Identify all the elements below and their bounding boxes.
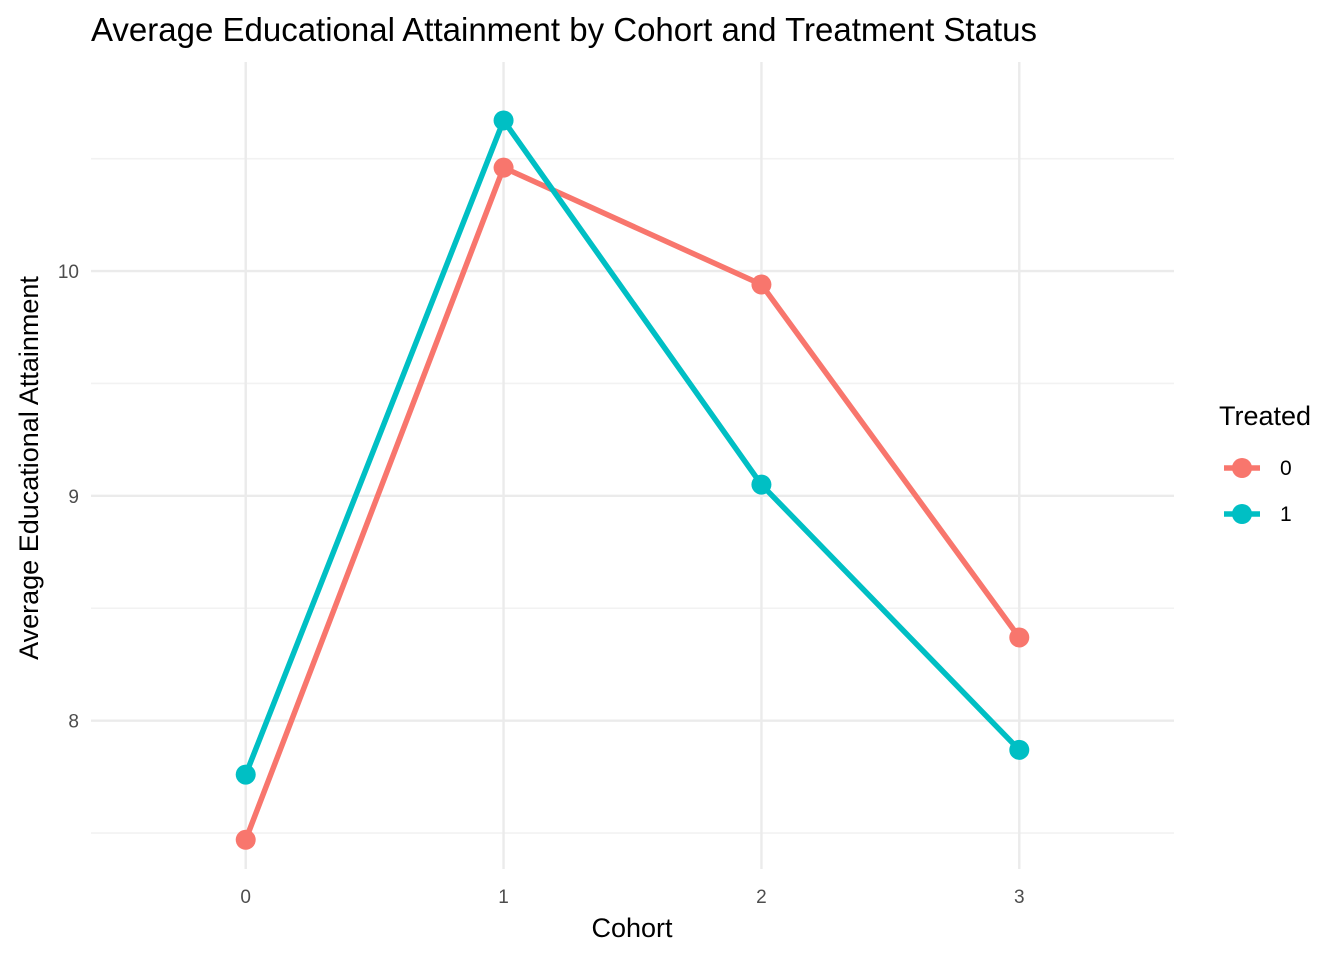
data-point	[235, 764, 256, 785]
legend-key-point	[1232, 458, 1252, 478]
y-tick-label: 10	[58, 262, 79, 283]
legend-title: Treated	[1219, 401, 1311, 431]
data-point	[751, 274, 772, 295]
data-point	[493, 157, 514, 178]
legend-label: 1	[1280, 503, 1292, 526]
tick-labels: 8 9 10 0 1 2 3	[58, 262, 1025, 908]
legend-item: 1	[1224, 503, 1292, 526]
series-layer	[235, 110, 1030, 850]
series-1	[235, 110, 1030, 785]
y-axis-title: Average Educational Attainment	[14, 276, 44, 660]
x-tick-label: 1	[498, 887, 509, 908]
x-tick-label: 0	[240, 887, 251, 908]
series-0	[235, 157, 1030, 850]
series-line	[243, 117, 1022, 776]
legend: Treated 01	[1219, 401, 1311, 526]
series-line	[243, 164, 1022, 841]
y-tick-label: 8	[68, 712, 79, 733]
data-point	[751, 474, 772, 495]
chart-title: Average Educational Attainment by Cohort…	[91, 11, 1037, 48]
data-point	[493, 110, 514, 131]
data-point	[1009, 739, 1030, 760]
legend-items: 01	[1224, 457, 1292, 526]
legend-key-point	[1232, 504, 1252, 524]
y-tick-label: 9	[68, 487, 79, 508]
legend-label: 0	[1280, 457, 1292, 480]
x-axis-title: Cohort	[591, 913, 673, 943]
legend-item: 0	[1224, 457, 1292, 480]
x-tick-label: 2	[756, 887, 767, 908]
data-point	[1009, 627, 1030, 648]
x-tick-label: 3	[1014, 887, 1025, 908]
grid	[91, 62, 1174, 869]
data-point	[235, 829, 256, 850]
